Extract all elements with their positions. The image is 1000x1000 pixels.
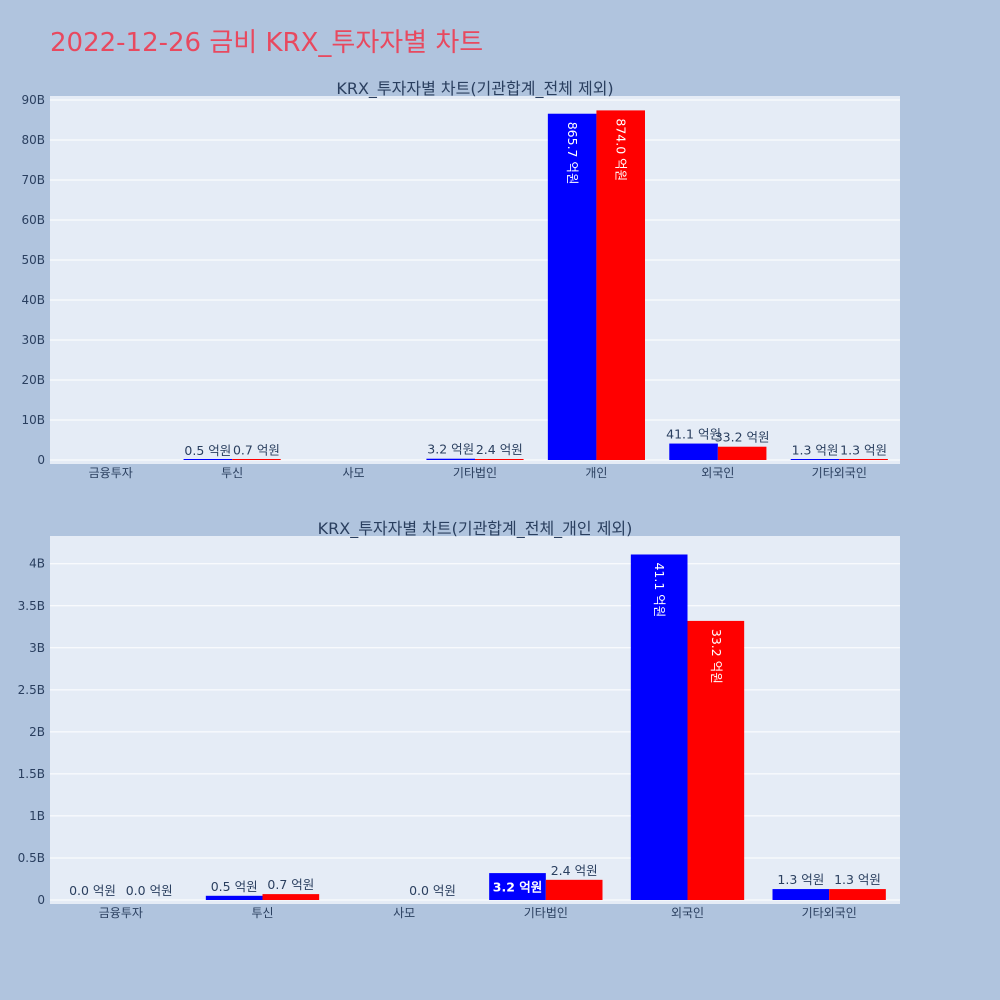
bar xyxy=(829,889,886,900)
y-tick-label: 20B xyxy=(21,373,45,387)
data-label: 865.7 억원 xyxy=(565,122,580,185)
data-label: 1.3 억원 xyxy=(792,442,839,457)
bar xyxy=(790,459,840,460)
x-tick-label: 외국인 xyxy=(671,906,704,920)
bar xyxy=(262,894,320,900)
y-tick-label: 60B xyxy=(21,213,45,227)
bar xyxy=(630,554,688,900)
data-label: 1.3 억원 xyxy=(840,442,887,457)
bar xyxy=(232,459,281,460)
bar xyxy=(596,110,645,461)
y-tick-label: 80B xyxy=(21,133,45,147)
chart-title: KRX_투자자별 차트(기관합계_전체 제외) xyxy=(336,79,613,99)
x-tick-label: 외국인 xyxy=(701,466,734,480)
data-label: 41.1 억원 xyxy=(652,562,667,617)
bar xyxy=(717,446,767,460)
data-label: 0.7 억원 xyxy=(267,877,314,892)
x-tick-label: 금융투자 xyxy=(89,466,133,480)
y-tick-label: 4B xyxy=(29,557,45,571)
bar xyxy=(426,458,475,460)
bar xyxy=(772,889,830,900)
data-label: 1.3 억원 xyxy=(834,872,881,887)
data-label: 2.4 억원 xyxy=(476,442,523,457)
data-label: 0.5 억원 xyxy=(211,879,258,894)
y-tick-label: 10B xyxy=(21,413,45,427)
x-tick-label: 개인 xyxy=(585,466,607,480)
x-tick-label: 기타외국인 xyxy=(812,466,867,480)
bar xyxy=(839,459,888,460)
x-tick-label: 기타법인 xyxy=(453,466,497,480)
y-tick-label: 50B xyxy=(21,253,45,267)
y-tick-label: 0 xyxy=(37,893,45,907)
y-tick-label: 3.5B xyxy=(18,599,45,613)
bar xyxy=(205,895,263,900)
data-label: 0.7 억원 xyxy=(233,443,280,458)
chart-title: KRX_투자자별 차트(기관합계_전체_개인 제외) xyxy=(318,519,633,539)
x-tick-label: 투신 xyxy=(221,466,243,480)
data-label: 0.5 억원 xyxy=(184,443,231,458)
bar xyxy=(183,459,233,460)
y-tick-label: 3B xyxy=(29,641,45,655)
y-tick-label: 30B xyxy=(21,333,45,347)
data-label: 874.0 억원 xyxy=(614,118,629,181)
y-tick-label: 0 xyxy=(37,453,45,467)
bar xyxy=(545,879,603,900)
bar xyxy=(669,443,718,460)
x-tick-label: 투신 xyxy=(251,906,273,920)
bar xyxy=(489,873,546,900)
x-tick-label: 기타외국인 xyxy=(802,906,857,920)
x-tick-label: 사모 xyxy=(393,906,415,920)
y-tick-label: 70B xyxy=(21,173,45,187)
y-tick-label: 0.5B xyxy=(18,851,45,865)
data-label: 3.2 억원 xyxy=(427,442,474,457)
data-label: 41.1 억원 xyxy=(666,427,721,442)
y-tick-label: 40B xyxy=(21,293,45,307)
x-tick-label: 금융투자 xyxy=(99,906,143,920)
data-label: 0.0 억원 xyxy=(126,883,173,898)
y-tick-label: 2B xyxy=(29,725,45,739)
x-tick-label: 기타법인 xyxy=(524,906,568,920)
page-title: 2022-12-26 금비 KRX_투자자별 차트 xyxy=(50,28,484,58)
data-label: 0.0 억원 xyxy=(69,883,116,898)
y-tick-label: 1.5B xyxy=(18,767,45,781)
data-label: 2.4 억원 xyxy=(551,863,598,878)
data-label: 33.2 억원 xyxy=(709,629,724,684)
bar xyxy=(475,459,524,460)
chart-institution-individual-excluded: 0 0.5B 1B 1.5B 2B 2.5B 3B 3.5B 4B KRX_투자자별 차트(기관합… xyxy=(18,519,900,920)
chart-institution-excluded: 0 10B 20B 30B 40B 50B 60B 70B 80B 90B KRX_투자자별 차트(… xyxy=(21,79,900,480)
bar xyxy=(547,113,597,460)
y-tick-label: 2.5B xyxy=(18,683,45,697)
plot-area xyxy=(50,96,900,464)
data-label: 3.2 억원 xyxy=(493,880,543,895)
data-label: 0.0 억원 xyxy=(409,883,456,898)
bar xyxy=(687,620,745,900)
y-tick-label: 1B xyxy=(29,809,45,823)
data-label: 1.3 억원 xyxy=(777,872,824,887)
plot-area xyxy=(50,536,900,904)
x-tick-label: 사모 xyxy=(343,466,365,480)
data-label: 33.2 억원 xyxy=(715,430,770,445)
y-tick-label: 90B xyxy=(21,93,45,107)
